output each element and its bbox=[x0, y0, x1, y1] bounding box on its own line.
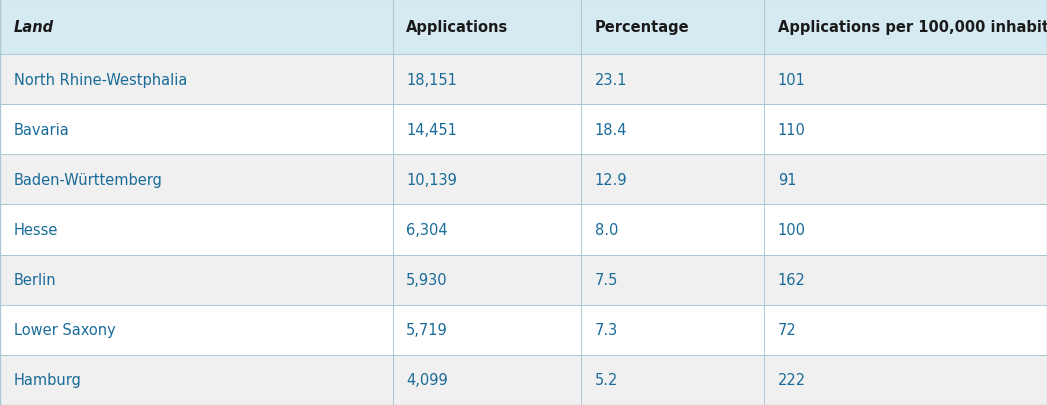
Bar bbox=[764, 305, 1047, 355]
Text: 222: 222 bbox=[778, 373, 806, 388]
Bar bbox=[393, 55, 581, 105]
Bar bbox=[581, 355, 764, 405]
Text: 4,099: 4,099 bbox=[406, 373, 448, 388]
Text: Percentage: Percentage bbox=[595, 20, 689, 35]
Bar bbox=[764, 105, 1047, 155]
Bar bbox=[393, 355, 581, 405]
Text: Lower Saxony: Lower Saxony bbox=[14, 322, 115, 337]
Bar bbox=[0, 305, 393, 355]
Text: Bavaria: Bavaria bbox=[14, 122, 69, 137]
Text: 5,930: 5,930 bbox=[406, 273, 448, 288]
Bar bbox=[764, 55, 1047, 105]
Text: North Rhine-Westphalia: North Rhine-Westphalia bbox=[14, 72, 187, 87]
Bar bbox=[764, 355, 1047, 405]
Text: Hamburg: Hamburg bbox=[14, 373, 82, 388]
Text: 12.9: 12.9 bbox=[595, 173, 627, 188]
Text: 23.1: 23.1 bbox=[595, 72, 627, 87]
Text: Applications: Applications bbox=[406, 20, 509, 35]
Bar bbox=[581, 155, 764, 205]
Text: 162: 162 bbox=[778, 273, 806, 288]
Text: Hesse: Hesse bbox=[14, 222, 58, 237]
Text: 5,719: 5,719 bbox=[406, 322, 448, 337]
Bar bbox=[393, 305, 581, 355]
Bar bbox=[581, 55, 764, 105]
Text: 10,139: 10,139 bbox=[406, 173, 458, 188]
Bar bbox=[0, 105, 393, 155]
Bar bbox=[0, 355, 393, 405]
Bar bbox=[581, 205, 764, 255]
Bar bbox=[393, 255, 581, 305]
Text: 7.5: 7.5 bbox=[595, 273, 618, 288]
Bar bbox=[764, 255, 1047, 305]
Bar bbox=[764, 0, 1047, 55]
Text: 101: 101 bbox=[778, 72, 806, 87]
Bar bbox=[764, 205, 1047, 255]
Bar bbox=[0, 205, 393, 255]
Bar bbox=[393, 0, 581, 55]
Text: Baden-Württemberg: Baden-Württemberg bbox=[14, 173, 162, 188]
Bar bbox=[581, 105, 764, 155]
Bar bbox=[764, 155, 1047, 205]
Text: 100: 100 bbox=[778, 222, 806, 237]
Text: 72: 72 bbox=[778, 322, 797, 337]
Text: 6,304: 6,304 bbox=[406, 222, 448, 237]
Text: 7.3: 7.3 bbox=[595, 322, 618, 337]
Bar bbox=[0, 55, 393, 105]
Bar bbox=[0, 0, 393, 55]
Text: 8.0: 8.0 bbox=[595, 222, 618, 237]
Bar bbox=[581, 305, 764, 355]
Bar bbox=[581, 255, 764, 305]
Text: Applications per 100,000 inhabitants: Applications per 100,000 inhabitants bbox=[778, 20, 1047, 35]
Text: 18,151: 18,151 bbox=[406, 72, 458, 87]
Bar bbox=[581, 0, 764, 55]
Bar bbox=[393, 155, 581, 205]
Text: 91: 91 bbox=[778, 173, 797, 188]
Bar bbox=[0, 255, 393, 305]
Text: Land: Land bbox=[14, 20, 53, 35]
Text: Berlin: Berlin bbox=[14, 273, 57, 288]
Text: 14,451: 14,451 bbox=[406, 122, 458, 137]
Text: 5.2: 5.2 bbox=[595, 373, 618, 388]
Bar bbox=[393, 105, 581, 155]
Bar bbox=[0, 155, 393, 205]
Text: 110: 110 bbox=[778, 122, 806, 137]
Text: 18.4: 18.4 bbox=[595, 122, 627, 137]
Bar bbox=[393, 205, 581, 255]
